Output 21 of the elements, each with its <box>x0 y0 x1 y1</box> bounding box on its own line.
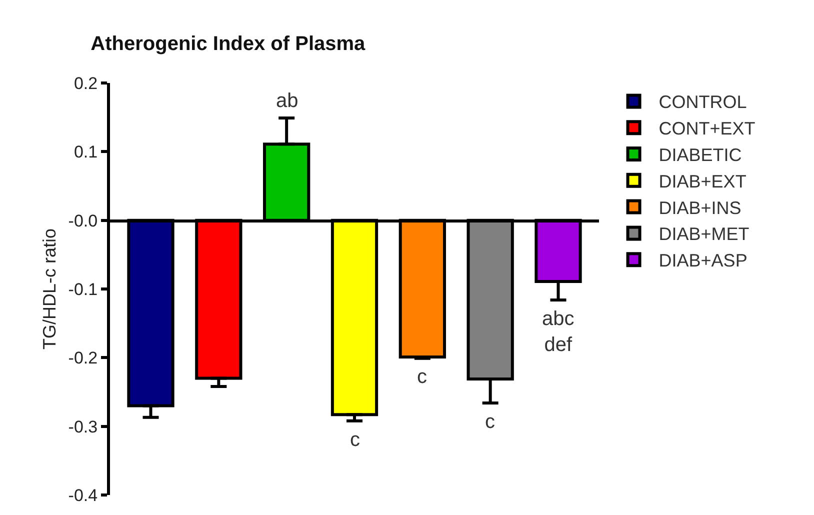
y-axis-title: TG/HDL-c ratio <box>40 228 60 350</box>
data-label: ab <box>276 90 298 112</box>
data-label: c <box>485 411 495 433</box>
data-label: abc def <box>542 308 574 356</box>
legend-label: DIAB+EXT <box>658 171 746 192</box>
y-tick-label: -0.2 <box>68 348 98 368</box>
y-tick-label: 0.2 <box>74 74 98 93</box>
y-tick-label: -0.0 <box>68 211 98 230</box>
data-label: c <box>417 366 427 388</box>
y-tick-label: -0.3 <box>68 417 98 436</box>
y-tick-label: 0.1 <box>74 142 98 162</box>
legend-label: DIAB+MET <box>658 224 750 244</box>
legend-label: CONTROL <box>658 92 747 112</box>
data-label: c <box>350 429 360 451</box>
legend-label: DIAB+ASP <box>658 250 748 271</box>
legend-label: CONT+EXT <box>658 118 756 139</box>
y-tick-label: -0.1 <box>68 280 98 299</box>
y-tick-label: -0.4 <box>68 486 98 505</box>
chart-title: Atherogenic Index of Plasma <box>90 33 366 56</box>
legend-label: DIAB+INS <box>658 198 742 218</box>
legend-label: DIABETIC <box>658 145 742 166</box>
